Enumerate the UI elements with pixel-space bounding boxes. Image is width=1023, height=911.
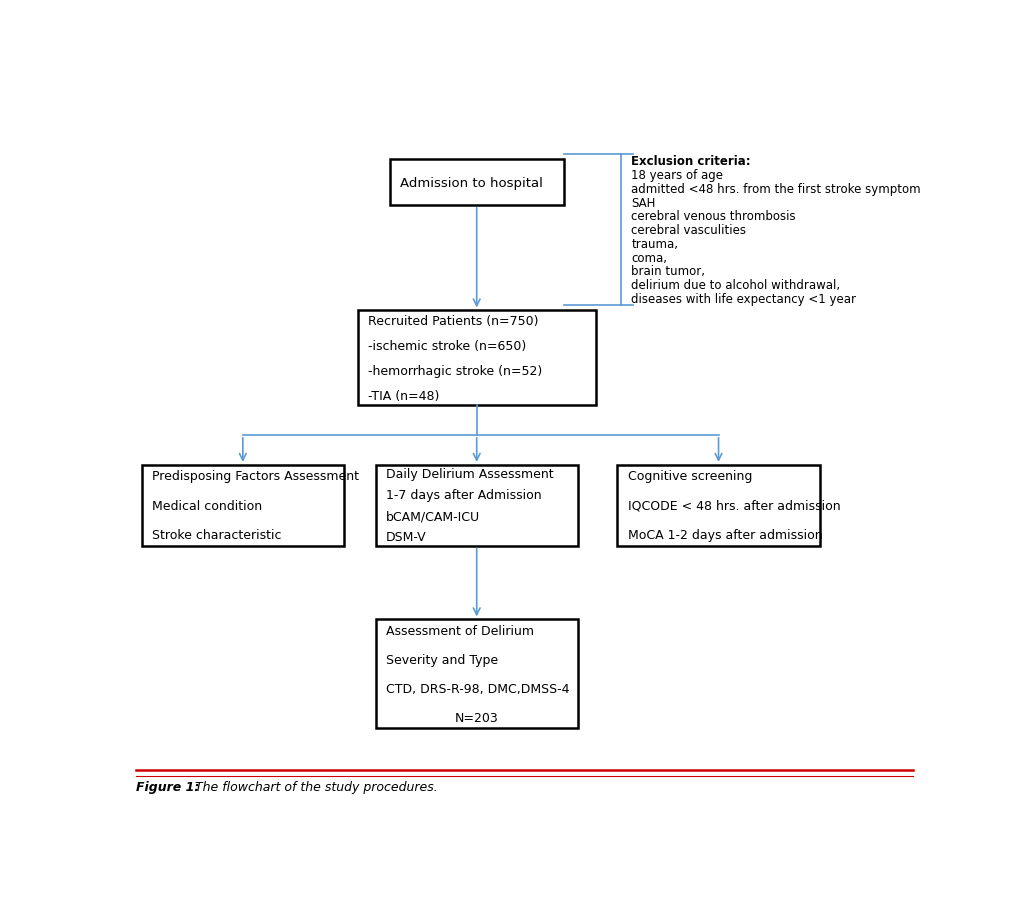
Text: Cognitive screening: Cognitive screening	[628, 470, 752, 483]
Text: Severity and Type: Severity and Type	[386, 653, 498, 666]
Text: Daily Delirium Assessment: Daily Delirium Assessment	[386, 467, 553, 481]
Text: brain tumor,: brain tumor,	[631, 265, 705, 278]
Text: -hemorrhagic stroke (n=52): -hemorrhagic stroke (n=52)	[368, 364, 542, 377]
FancyBboxPatch shape	[142, 466, 344, 546]
Text: Assessment of Delirium: Assessment of Delirium	[386, 624, 534, 637]
FancyBboxPatch shape	[358, 311, 595, 405]
Text: SAH: SAH	[631, 197, 656, 210]
Text: Exclusion criteria:: Exclusion criteria:	[631, 155, 751, 169]
FancyBboxPatch shape	[618, 466, 819, 546]
Text: 1-7 days after Admission: 1-7 days after Admission	[386, 488, 541, 502]
Text: Recruited Patients (n=750): Recruited Patients (n=750)	[368, 314, 538, 327]
Text: delirium due to alcohol withdrawal,: delirium due to alcohol withdrawal,	[631, 279, 841, 292]
Text: Predisposing Factors Assessment: Predisposing Factors Assessment	[152, 470, 359, 483]
Text: Admission to hospital: Admission to hospital	[400, 177, 542, 189]
Text: Figure 1:: Figure 1:	[136, 780, 199, 793]
Text: bCAM/CAM-ICU: bCAM/CAM-ICU	[386, 509, 480, 523]
FancyBboxPatch shape	[375, 619, 578, 729]
Text: N=203: N=203	[455, 711, 498, 724]
Text: cerebral vasculities: cerebral vasculities	[631, 224, 747, 237]
Text: 18 years of age: 18 years of age	[631, 169, 723, 182]
FancyBboxPatch shape	[375, 466, 578, 546]
Text: CTD, DRS-R-98, DMC,DMSS-4: CTD, DRS-R-98, DMC,DMSS-4	[386, 682, 570, 695]
Text: diseases with life expectancy <1 year: diseases with life expectancy <1 year	[631, 292, 856, 305]
FancyBboxPatch shape	[390, 160, 564, 206]
Text: IQCODE < 48 hrs. after admission: IQCODE < 48 hrs. after admission	[628, 499, 840, 512]
Text: Medical condition: Medical condition	[152, 499, 262, 512]
Text: coma,: coma,	[631, 251, 667, 264]
Text: MoCA 1-2 days after admission: MoCA 1-2 days after admission	[628, 528, 822, 542]
Text: -ischemic stroke (n=650): -ischemic stroke (n=650)	[368, 339, 527, 353]
Text: trauma,: trauma,	[631, 238, 678, 251]
Text: -TIA (n=48): -TIA (n=48)	[368, 389, 440, 403]
Text: admitted <48 hrs. from the first stroke symptom: admitted <48 hrs. from the first stroke …	[631, 183, 921, 196]
Text: DSM-V: DSM-V	[386, 531, 427, 544]
Text: The flowchart of the study procedures.: The flowchart of the study procedures.	[195, 780, 438, 793]
Text: cerebral venous thrombosis: cerebral venous thrombosis	[631, 210, 796, 223]
Text: Stroke characteristic: Stroke characteristic	[152, 528, 281, 542]
